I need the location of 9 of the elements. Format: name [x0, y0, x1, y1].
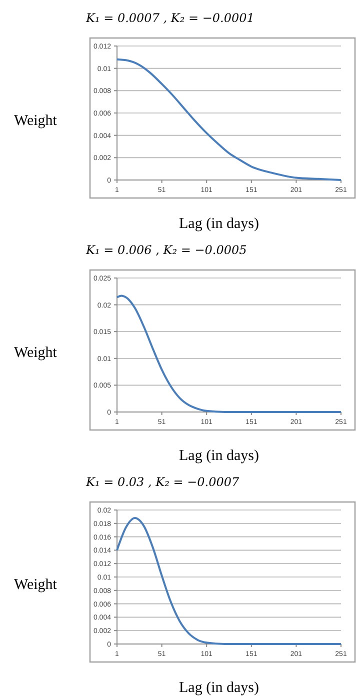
x-axis-title: Lag (in days): [179, 216, 259, 232]
chart-title: K₁ = 0.006 , K₂ = −0.0005: [85, 243, 247, 257]
x-axis-title: Lag (in days): [179, 680, 259, 696]
chart-title: K₁ = 0.0007 , K₂ = −0.0001: [85, 11, 254, 25]
chart-title: K₁ = 0.03 , K₂ = −0.0007: [85, 475, 240, 489]
y-axis-title: Weight: [14, 113, 58, 129]
y-axis-title: Weight: [14, 577, 58, 593]
x-axis-title: Lag (in days): [179, 448, 259, 464]
y-axis-title: Weight: [14, 345, 58, 361]
